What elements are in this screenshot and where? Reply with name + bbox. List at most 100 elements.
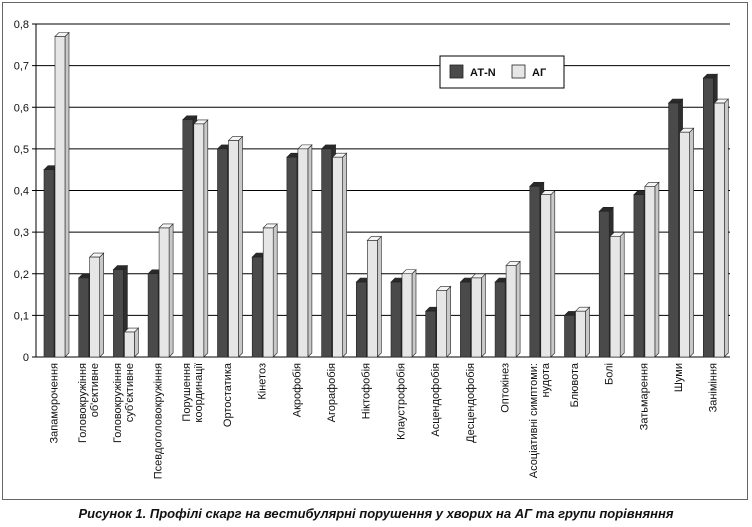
y-tick-label: 0,8 (14, 19, 29, 31)
bar-front (355, 281, 367, 358)
bar-ag (609, 231, 625, 358)
bar-front (644, 186, 656, 358)
bar-side (446, 285, 452, 358)
bar-front (460, 281, 471, 358)
bar-front (217, 148, 228, 358)
bar-ag (54, 31, 70, 358)
legend-label-ag: АГ (532, 67, 547, 79)
bar-front (182, 119, 194, 358)
bar-side (64, 31, 70, 358)
bar-ag (713, 98, 730, 358)
bar-front (262, 227, 274, 358)
bar-ag (401, 269, 417, 358)
bar-front (193, 123, 205, 358)
y-tick-label: 0,2 (14, 269, 29, 281)
bar-ag (262, 223, 278, 358)
bar-front (89, 256, 100, 358)
bar-ag (435, 285, 452, 358)
x-category-label: Головокружіння (77, 363, 89, 443)
bar-side (585, 306, 590, 358)
x-category-label: об'єктивне (89, 363, 101, 417)
bar-front (251, 256, 263, 358)
bar-front (609, 235, 621, 358)
bar-front (390, 281, 402, 358)
bar-front (158, 227, 170, 358)
y-tick-label: 0 (23, 352, 29, 364)
x-category-label: Ніктофобія (361, 363, 373, 419)
legend-swatch-ag (511, 64, 526, 79)
bar-side (342, 152, 347, 358)
bar-front (505, 265, 517, 358)
bar-ag (88, 252, 105, 358)
bar-ag (297, 144, 313, 358)
bar-chart: 0 0,1 0,2 0,3 0,4 0,5 0,6 0,7 0,8 Запаморочення Го… (14, 19, 730, 479)
bar-front (113, 269, 124, 358)
bar-front (297, 148, 309, 358)
bar-ag (331, 152, 348, 358)
bar-side (411, 269, 417, 358)
figure-caption: Рисунок 1. Профілі скарг на вестибулярні… (78, 506, 674, 521)
bar-front (286, 156, 298, 358)
bar-front (147, 273, 159, 358)
x-category-label: Асцендофобія (430, 363, 442, 437)
bar-ag (227, 135, 244, 358)
y-tick-label: 0,1 (14, 310, 29, 322)
bar-ag (193, 119, 209, 358)
bar-side (203, 119, 209, 358)
x-category-label: Оптокінез (499, 363, 511, 413)
bar-front (321, 148, 332, 358)
x-category-label: Порушення (181, 363, 193, 422)
bar-front (679, 131, 690, 358)
x-category-label: Головокружіння (112, 363, 124, 443)
bar-front (540, 194, 552, 358)
x-category-label: Заніміння (708, 363, 720, 412)
bar-side (272, 223, 278, 358)
bar-front (564, 315, 575, 358)
bar-front (425, 310, 437, 358)
bar-front (436, 290, 448, 358)
bar-front (702, 77, 714, 358)
bar-side (515, 260, 521, 358)
x-category-label: Псевдоголовокружіння (152, 363, 164, 479)
y-tick-label: 0,5 (14, 144, 29, 156)
bar-side (134, 327, 139, 358)
x-category-label: нудота (540, 362, 552, 397)
bar-ag (678, 127, 695, 358)
y-tick-label: 0,6 (14, 102, 29, 114)
bar-side (99, 252, 104, 358)
x-category-label: Акрофобія (291, 363, 303, 417)
bar-side (619, 231, 625, 358)
bar-side (168, 223, 174, 358)
bar-front (633, 194, 645, 358)
bar-ag (540, 189, 556, 358)
x-category-label: Шуми (673, 363, 685, 392)
y-tick-label: 0,3 (14, 227, 29, 239)
bar-ag (644, 181, 660, 358)
chart-frame (2, 2, 748, 500)
bar-side (550, 189, 556, 358)
x-category-label: Затьмарення (638, 363, 650, 430)
bar-ag (366, 235, 383, 358)
bar-front (43, 169, 55, 358)
legend-swatch-atn (449, 64, 464, 79)
y-tick-label: 0,4 (14, 186, 29, 198)
x-category-label: Блювота (569, 362, 581, 407)
x-category-label: Десцендофобія (465, 363, 477, 443)
legend-label-atn: АТ-N (470, 67, 496, 79)
bar-front (401, 273, 413, 358)
bar-front (713, 102, 725, 358)
x-category-label: Клаустрофобія (395, 363, 407, 440)
bar-side (238, 135, 243, 358)
bar-front (78, 277, 89, 358)
bar-side (723, 98, 729, 358)
bar-front (575, 310, 586, 358)
bar-side (307, 144, 313, 358)
bar-front (529, 186, 541, 358)
bar-side (654, 181, 660, 358)
bar-front (471, 277, 482, 358)
bar-side (481, 273, 486, 358)
bar-side (376, 235, 382, 358)
bar-front (668, 102, 679, 358)
bar-front (494, 281, 506, 358)
bar-front (332, 156, 343, 358)
